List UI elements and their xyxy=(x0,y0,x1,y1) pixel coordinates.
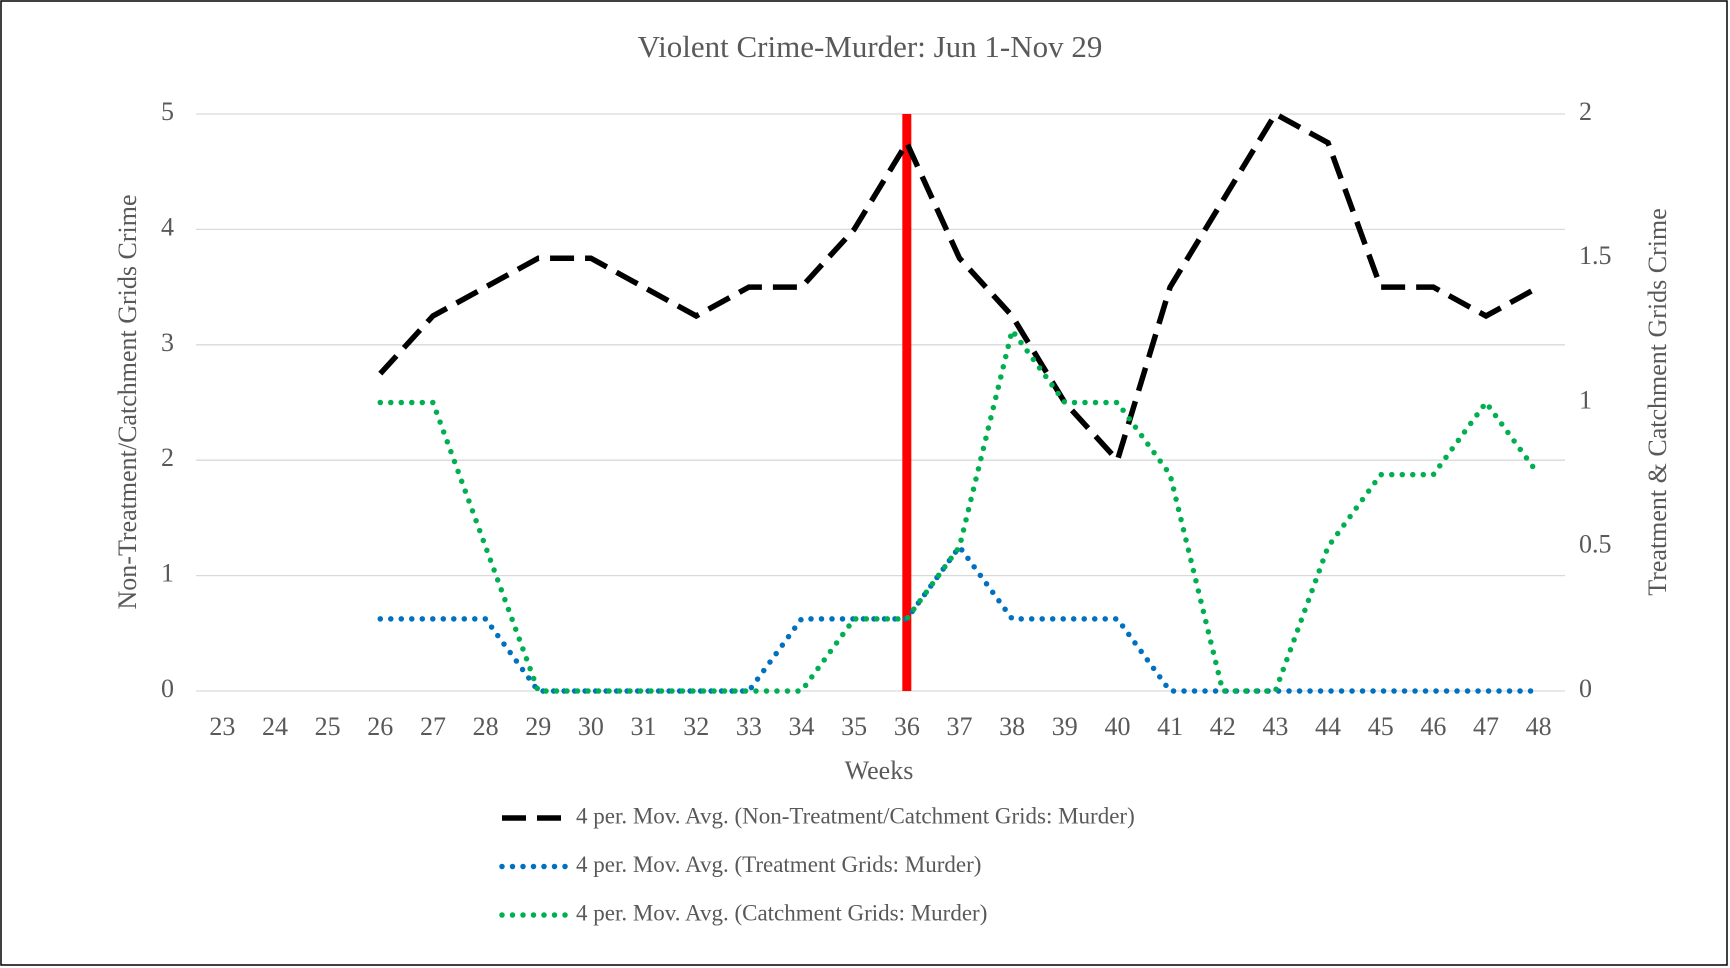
x-tick-label: 34 xyxy=(789,712,815,741)
y2-tick-label: 0.5 xyxy=(1579,530,1612,559)
y-tick-label: 1 xyxy=(161,559,174,588)
y-axis-label: Non-Treatment/Catchment Grids Crime xyxy=(113,195,142,610)
y-tick-label: 3 xyxy=(161,328,174,357)
x-tick-label: 37 xyxy=(946,712,972,741)
x-tick-label: 43 xyxy=(1262,712,1288,741)
x-tick-label: 33 xyxy=(736,712,762,741)
x-tick-label: 42 xyxy=(1210,712,1236,741)
x-tick-label: 41 xyxy=(1157,712,1183,741)
x-tick-label: 31 xyxy=(631,712,657,741)
x-tick-label: 39 xyxy=(1052,712,1078,741)
y-tick-label: 5 xyxy=(161,97,174,126)
x-tick-label: 44 xyxy=(1315,712,1341,741)
x-tick-label: 40 xyxy=(1104,712,1130,741)
chart-title: Violent Crime-Murder: Jun 1-Nov 29 xyxy=(638,29,1103,64)
x-tick-label: 47 xyxy=(1473,712,1499,741)
x-tick-label: 35 xyxy=(841,712,867,741)
x-tick-label: 25 xyxy=(315,712,341,741)
x-tick-label: 38 xyxy=(999,712,1025,741)
x-tick-label: 30 xyxy=(578,712,604,741)
x-tick-label: 26 xyxy=(367,712,393,741)
x-tick-label: 29 xyxy=(525,712,551,741)
x-tick-label: 24 xyxy=(262,712,288,741)
y2-axis-label: Treatment & Catchment Grids Crime xyxy=(1643,208,1672,596)
x-tick-label: 23 xyxy=(209,712,235,741)
y2-tick-label: 2 xyxy=(1579,97,1592,126)
y-tick-label: 2 xyxy=(161,443,174,472)
y2-tick-label: 1.5 xyxy=(1579,241,1612,270)
y-tick-label: 4 xyxy=(161,212,174,241)
x-tick-label: 36 xyxy=(894,712,920,741)
series-line xyxy=(377,542,1542,694)
x-tick-label: 48 xyxy=(1526,712,1552,741)
y2-tick-label: 0 xyxy=(1579,674,1592,703)
series-line xyxy=(378,110,1540,466)
x-tick-label: 28 xyxy=(473,712,499,741)
x-tick-label: 45 xyxy=(1368,712,1394,741)
y2-tick-label: 1 xyxy=(1579,385,1592,414)
legend-label: 4 per. Mov. Avg. (Non-Treatment/Catchmen… xyxy=(576,803,1135,828)
y-tick-label: 0 xyxy=(161,674,174,703)
legend-label: 4 per. Mov. Avg. (Catchment Grids: Murde… xyxy=(576,900,987,925)
x-tick-label: 27 xyxy=(420,712,446,741)
legend-label: 4 per. Mov. Avg. (Treatment Grids: Murde… xyxy=(576,852,981,877)
x-axis-label: Weeks xyxy=(845,756,914,785)
x-tick-label: 32 xyxy=(683,712,709,741)
x-tick-label: 46 xyxy=(1420,712,1446,741)
